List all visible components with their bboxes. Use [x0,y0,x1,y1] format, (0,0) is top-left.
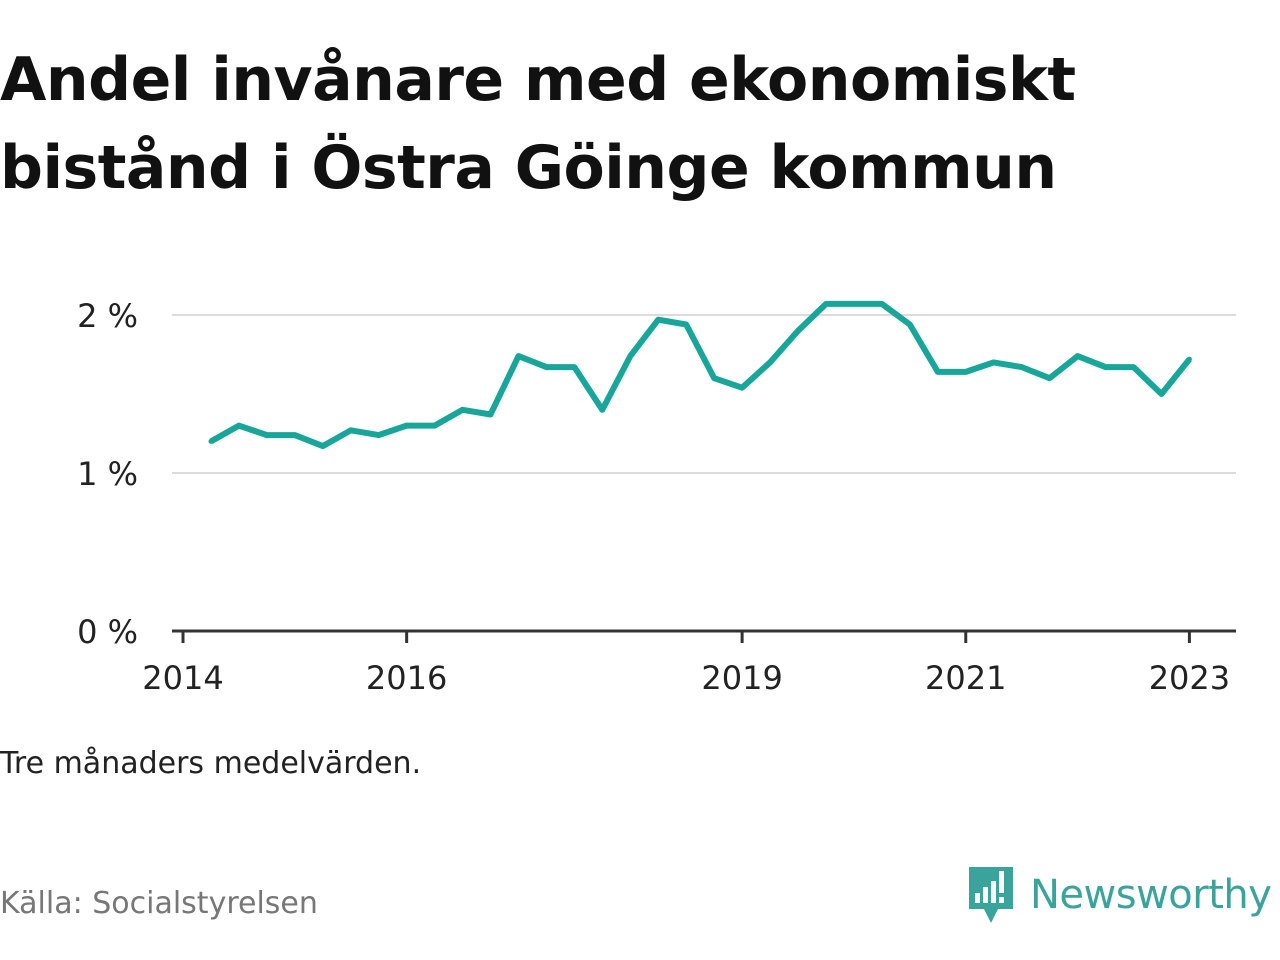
x-tick-label: 2019 [701,659,782,697]
data-point [404,423,410,429]
data-point [348,427,354,433]
data-point [1075,353,1081,359]
x-tick-label: 2021 [925,659,1006,697]
data-point [1186,356,1192,362]
data-point [1131,364,1136,370]
data-point [488,412,493,417]
data-point [432,423,438,429]
data-point [795,328,801,334]
data-point [543,364,549,370]
data-point [851,301,857,307]
line-chart: 0 % 1 % 2 % 2014 2016 2019 2021 2023 [77,297,1236,697]
x-tick-label: 2023 [1149,659,1230,697]
data-point [236,423,242,429]
y-tick-label: 1 % [77,455,138,493]
data-point [292,432,298,438]
x-axis-labels: 2014 2016 2019 2021 2023 [142,659,1230,697]
data-point [963,369,969,375]
y-tick-label: 0 % [77,613,138,651]
data-point [935,369,941,375]
data-point [460,407,466,413]
data-point [767,359,773,365]
data-point [655,317,661,323]
data-point [711,375,717,381]
data-point [571,364,577,370]
data-point [683,322,689,327]
source-text: Källa: Socialstyrelsen [0,886,318,921]
data-point [516,353,521,359]
data-point [991,359,997,365]
data-point [627,353,633,359]
chart-title: Andel invånare med ekonomiskt bistånd i … [0,45,1076,203]
series-layer [208,300,1192,450]
data-point [264,432,270,438]
data-point [208,438,214,444]
data-point [879,301,885,307]
data-point [907,322,913,327]
data-point [320,443,326,449]
chart-note: Tre månaders medelvärden. [0,746,422,781]
gridlines [172,314,1236,474]
x-tick-label: 2016 [366,659,447,697]
data-point [739,385,745,391]
data-point [1159,391,1164,397]
series-line [209,300,1192,450]
data-point [599,407,605,413]
data-point [1103,364,1108,370]
data-point [376,432,382,438]
y-axis-labels: 0 % 1 % 2 % [77,297,138,651]
data-point [1019,364,1025,370]
brand: Newsworthy [966,864,1272,926]
newsworthy-logo-icon [969,867,1013,923]
data-point [1047,375,1053,381]
x-axis-ticks [181,631,1191,643]
y-tick-label: 2 % [77,297,138,335]
data-point [823,301,829,307]
x-tick-label: 2014 [142,659,223,697]
brand-name: Newsworthy [1030,872,1272,918]
